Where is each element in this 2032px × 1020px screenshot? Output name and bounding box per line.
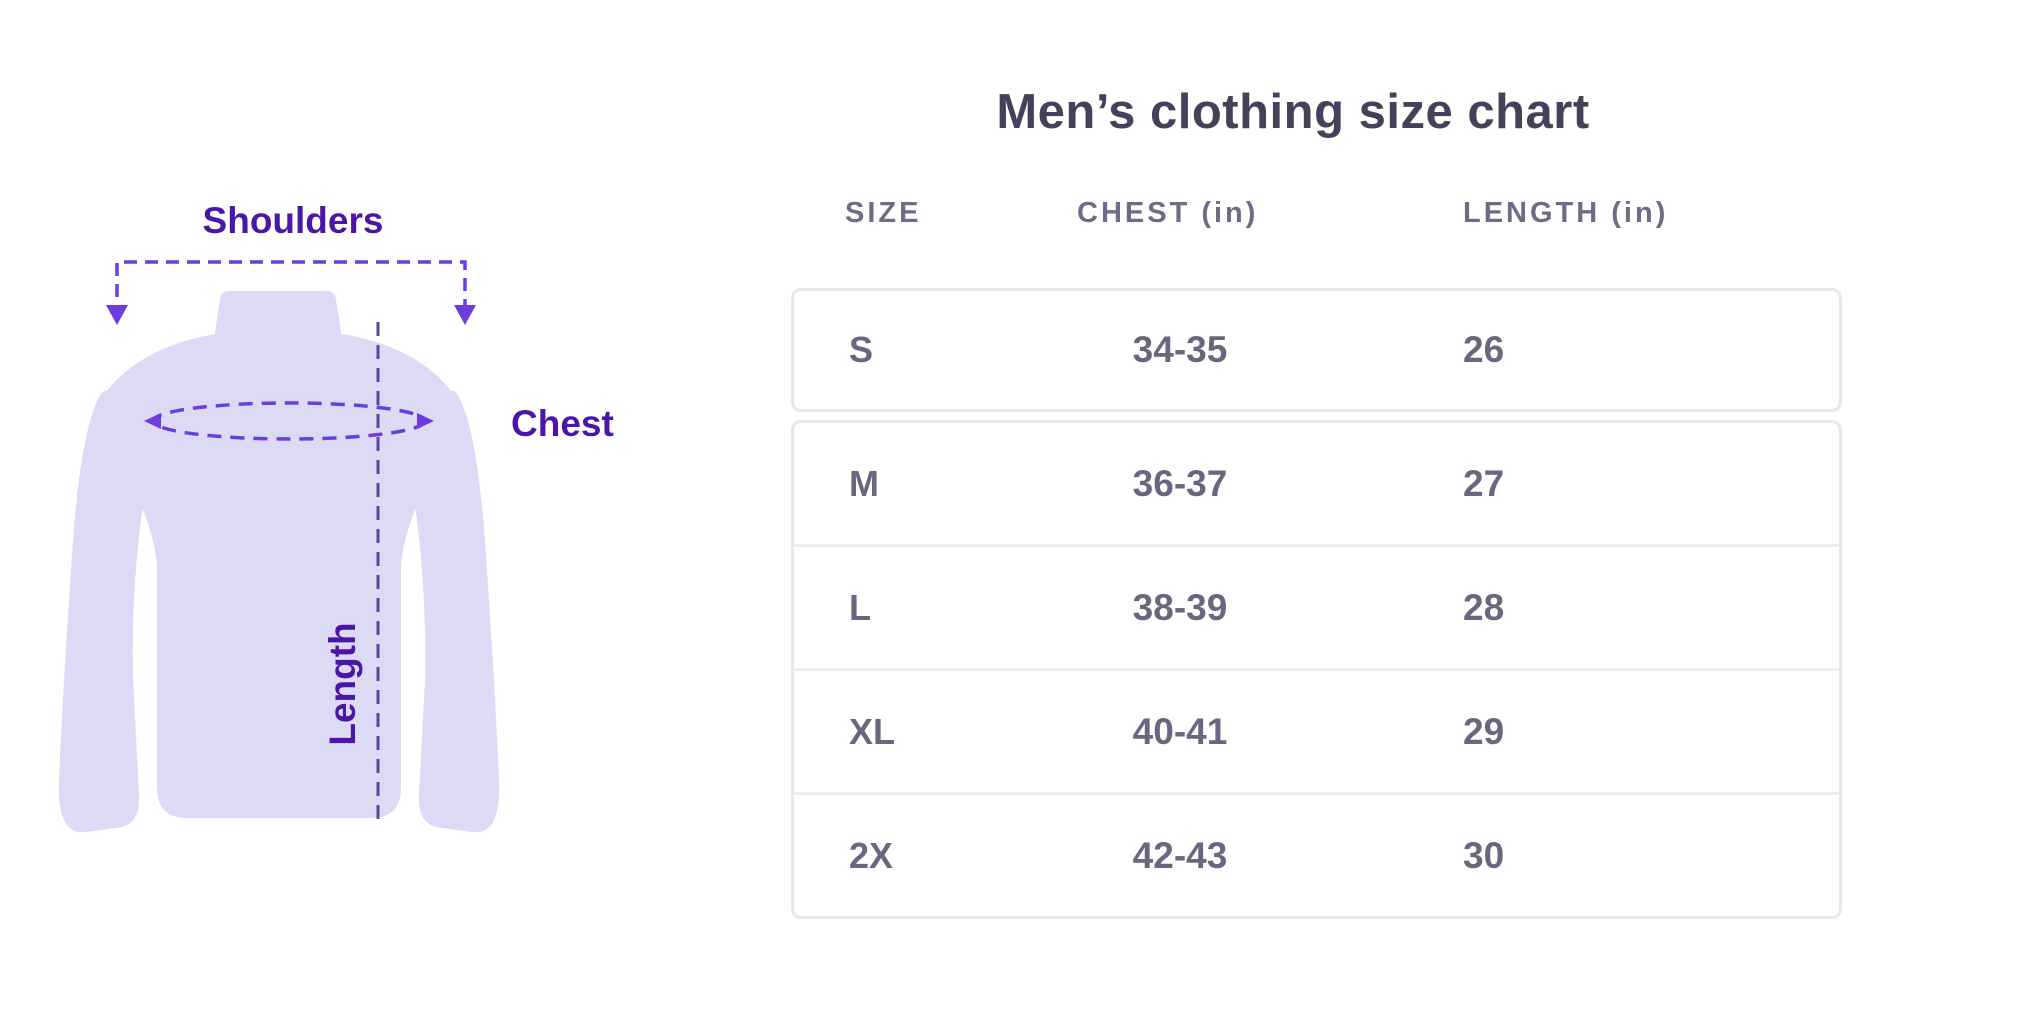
shoulders-arrow-left-icon — [106, 305, 128, 325]
size-chart-title: Men’s clothing size chart — [996, 85, 1590, 139]
length-cell: 26 — [1463, 329, 1505, 370]
chest-arrow-right-icon — [417, 413, 434, 429]
table-row: L 38-39 28 — [794, 544, 1839, 668]
length-cell: 28 — [1463, 586, 1505, 628]
table-row: 2X 42-43 30 — [794, 792, 1839, 916]
shirt-shape — [58, 291, 500, 833]
length-cell: 30 — [1463, 834, 1505, 876]
size-cell: XL — [849, 710, 896, 752]
size-cell: L — [849, 586, 871, 628]
table-row: M 36-37 27 — [794, 423, 1839, 544]
shirt-right-sleeve — [396, 390, 500, 833]
length-cell: 27 — [1463, 462, 1505, 504]
chest-cell: 42-43 — [1132, 834, 1228, 876]
length-label: Length — [322, 622, 363, 746]
chest-arrow-left-icon — [144, 413, 161, 429]
shoulders-arrow-right-icon — [454, 305, 476, 325]
column-header-length: LENGTH (in) — [1463, 197, 1669, 229]
size-cell: 2X — [849, 834, 894, 876]
shoulders-measure-line — [115, 260, 467, 318]
column-header-size: SIZE — [845, 197, 922, 229]
shirt-collar — [214, 291, 342, 338]
chest-cell: 38-39 — [1132, 586, 1228, 628]
shirt-torso — [102, 334, 456, 818]
table-card-top: S 34-35 26 — [791, 288, 1842, 412]
chest-cell: 34-35 — [1132, 329, 1228, 370]
chest-cell: 40-41 — [1132, 710, 1228, 752]
chest-label: Chest — [511, 403, 614, 444]
shirt-graphic — [58, 260, 500, 833]
shirt-measurement-diagram: Shoulders Chest Length — [0, 0, 720, 1020]
shirt-left-sleeve — [58, 390, 162, 833]
table-card-bottom: M 36-37 27 L 38-39 28 XL 40-41 29 2X 42-… — [791, 420, 1842, 919]
shoulders-label: Shoulders — [202, 200, 384, 241]
table-row: XL 40-41 29 — [794, 668, 1839, 792]
table-row: S 34-35 26 — [794, 291, 1839, 409]
size-cell: M — [849, 462, 879, 504]
chest-cell: 36-37 — [1132, 462, 1228, 504]
size-chart-table: S 34-35 26 M 36-37 27 L 38-39 28 XL 40-4… — [791, 288, 1842, 919]
table-header-row: SIZE CHEST (in) LENGTH (in) — [0, 197, 2032, 237]
column-header-chest: CHEST (in) — [1077, 197, 1259, 229]
size-cell: S — [849, 329, 874, 370]
length-cell: 29 — [1463, 710, 1505, 752]
